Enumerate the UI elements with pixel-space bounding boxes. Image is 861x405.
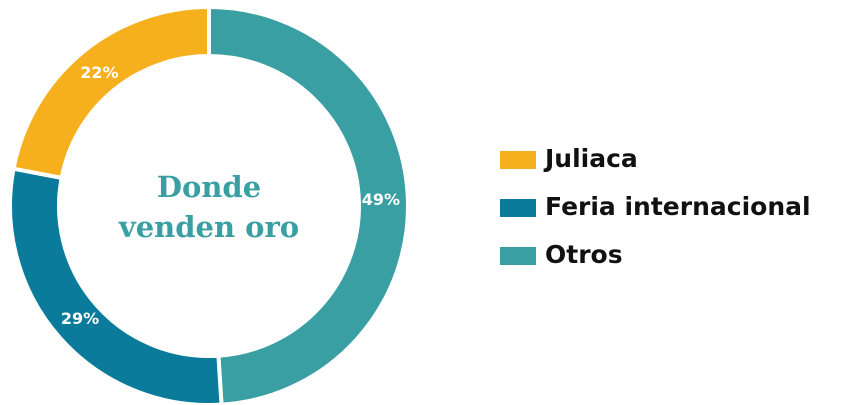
legend-swatch	[500, 199, 536, 217]
legend-swatch	[500, 151, 536, 169]
legend-label: Juliaca	[543, 144, 638, 173]
legend-swatch	[500, 247, 536, 265]
data-label: 22%	[80, 63, 118, 82]
data-label: 49%	[362, 190, 400, 209]
donut-slice	[8, 166, 224, 405]
data-label: 29%	[61, 309, 99, 328]
chart-title: Donde	[157, 170, 261, 204]
donut-slice	[11, 4, 211, 181]
legend-label: Feria internacional	[545, 192, 811, 221]
donut-slice	[207, 4, 410, 405]
chart-title: venden oro	[118, 210, 299, 244]
legend-label: Otros	[545, 240, 623, 269]
